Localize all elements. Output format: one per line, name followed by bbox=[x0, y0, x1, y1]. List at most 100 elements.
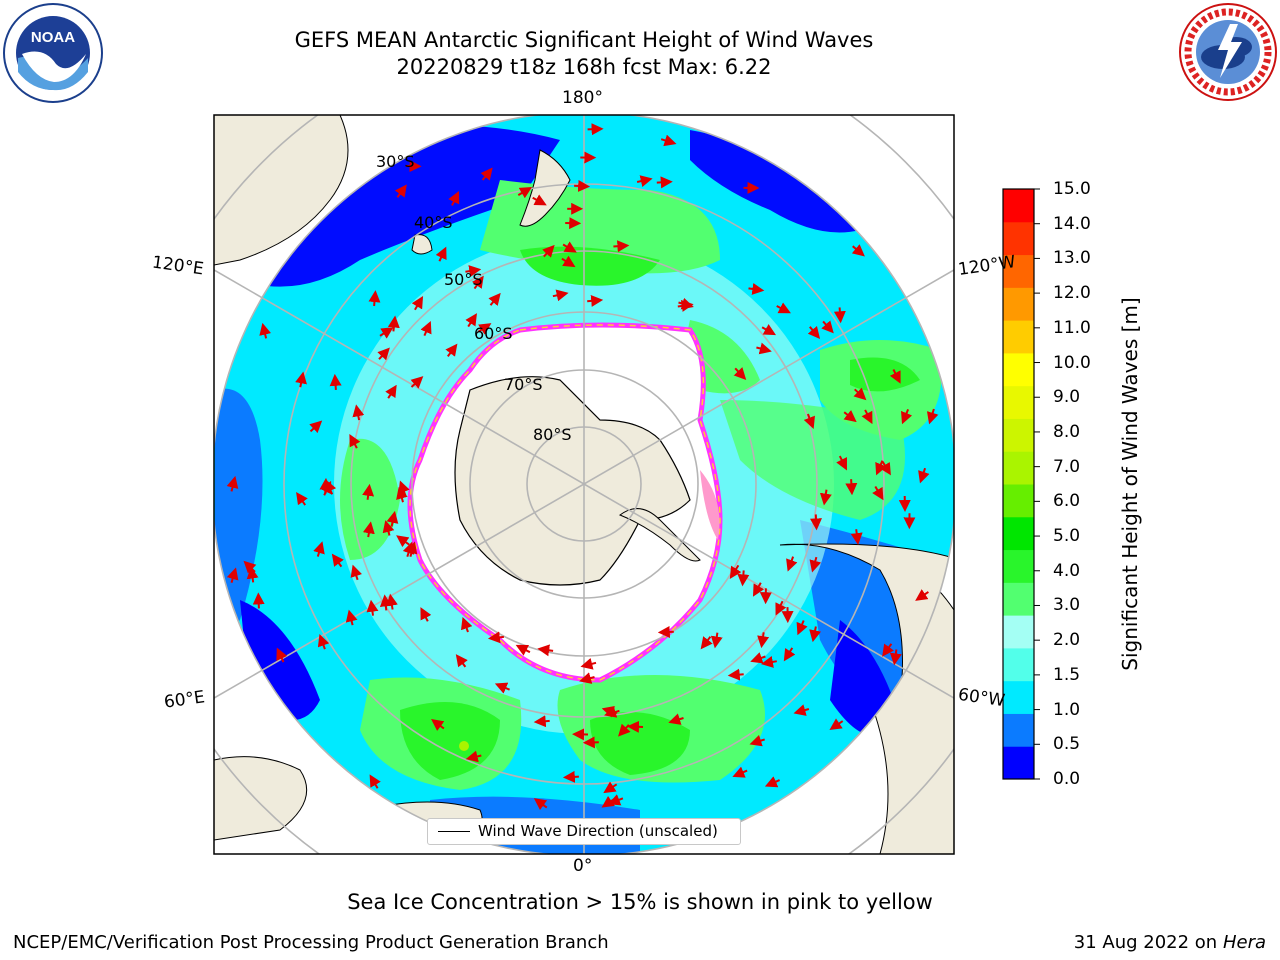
wind-wave-arrow bbox=[420, 321, 432, 337]
wind-direction-arrows bbox=[226, 123, 939, 811]
wind-wave-arrow bbox=[480, 167, 493, 181]
wind-wave-arrow bbox=[796, 620, 808, 636]
colorbar-swatch bbox=[1003, 451, 1034, 485]
wind-wave-arrow bbox=[918, 467, 930, 484]
map-frame bbox=[213, 114, 955, 855]
colorbar-tick-label: 1.5 bbox=[1053, 664, 1081, 685]
legend-line-swatch bbox=[438, 831, 470, 832]
colorbar-tick-label: 1.0 bbox=[1053, 699, 1081, 720]
wind-wave-arrow bbox=[636, 175, 653, 187]
wind-wave-arrow bbox=[382, 520, 395, 536]
wind-wave-arrow bbox=[889, 649, 902, 666]
wind-wave-arrow bbox=[317, 634, 330, 650]
colorbar-swatch bbox=[1003, 189, 1034, 223]
wind-wave-arrow bbox=[729, 564, 742, 579]
wind-wave-arrow bbox=[477, 323, 492, 335]
colorbar-swatch bbox=[1003, 385, 1034, 419]
wind-wave-arrow bbox=[410, 376, 424, 389]
wind-wave-arrow bbox=[836, 455, 847, 471]
wind-wave-arrow bbox=[369, 774, 381, 789]
wind-wave-arrow bbox=[760, 656, 777, 668]
colorbar-tick-label: 0.0 bbox=[1053, 769, 1081, 789]
colorbar-swatch bbox=[1003, 320, 1034, 354]
wind-wave-arrow bbox=[668, 713, 684, 725]
wind-wave-arrow bbox=[448, 191, 460, 206]
lon-label-180: 180° bbox=[562, 88, 603, 108]
wind-wave-arrow bbox=[295, 371, 307, 388]
wind-wave-arrow bbox=[487, 631, 505, 644]
wind-wave-arrow bbox=[850, 529, 863, 546]
sea-ice-footnote: Sea Ice Concentration > 15% is shown in … bbox=[347, 890, 933, 914]
wind-wave-arrow bbox=[460, 616, 473, 633]
run-date: 31 Aug 2022 on Hera bbox=[1074, 932, 1266, 953]
wind-wave-arrow bbox=[465, 265, 482, 278]
wind-wave-arrow bbox=[579, 672, 595, 684]
wind-wave-arrow bbox=[445, 343, 458, 357]
wind-wave-arrow bbox=[362, 521, 375, 538]
wind-wave-arrow bbox=[309, 420, 323, 434]
wind-wave-arrow bbox=[833, 307, 846, 324]
wind-wave-arrow bbox=[587, 294, 604, 307]
wind-wave-arrow bbox=[727, 668, 744, 681]
wind-wave-arrow bbox=[574, 179, 591, 192]
wind-wave-arrow bbox=[471, 275, 484, 290]
wind-wave-arrow bbox=[656, 176, 673, 189]
wind-wave-arrow bbox=[807, 325, 821, 339]
lon-label-0: 0° bbox=[573, 856, 593, 876]
wind-wave-arrow bbox=[533, 798, 548, 811]
wind-wave-arrow bbox=[226, 475, 239, 492]
wind-wave-arrow bbox=[331, 553, 344, 568]
wind-wave-arrow bbox=[710, 632, 723, 649]
nws-logo bbox=[1179, 3, 1277, 101]
wind-wave-arrow bbox=[732, 766, 748, 778]
colorbar-tick-label: 15.0 bbox=[1053, 179, 1091, 199]
wind-wave-arrow bbox=[608, 794, 624, 806]
wind-wave-arrow bbox=[562, 241, 577, 253]
wind-wave-arrow bbox=[345, 609, 358, 626]
lat-label-80s: 80°S bbox=[533, 425, 572, 444]
wind-wave-arrow bbox=[750, 652, 766, 664]
colorbar-swatch bbox=[1003, 221, 1034, 256]
colorbar-swatch bbox=[1003, 254, 1034, 288]
run-date-text: 31 Aug 2022 on bbox=[1073, 932, 1218, 953]
map-legend: Wind Wave Direction (unscaled) bbox=[427, 818, 741, 845]
wind-wave-arrow bbox=[783, 647, 796, 662]
wind-wave-arrow bbox=[809, 626, 821, 643]
noaa-logo: NOAA bbox=[3, 3, 103, 103]
colorbar-swatch bbox=[1003, 484, 1034, 518]
wind-wave-arrow bbox=[431, 719, 445, 731]
wind-wave-arrow bbox=[313, 541, 325, 557]
colorbar-swatch bbox=[1003, 615, 1034, 649]
wind-wave-arrow bbox=[517, 186, 533, 199]
wind-wave-arrow bbox=[786, 556, 798, 572]
colorbar-tick-label: 3.0 bbox=[1053, 595, 1081, 616]
colorbar-swatch bbox=[1003, 549, 1034, 583]
wind-wave-arrow bbox=[349, 434, 361, 449]
wind-wave-arrow bbox=[901, 409, 913, 425]
colorbar-swatch bbox=[1003, 352, 1034, 387]
wind-wave-arrow bbox=[488, 292, 501, 306]
lat-label-50s: 50°S bbox=[444, 270, 483, 289]
wind-wave-arrow bbox=[561, 255, 576, 268]
colorbar-swatch bbox=[1003, 418, 1034, 452]
chart-subtitle: 20220829 t18z 168h fcst Max: 6.22 bbox=[396, 55, 772, 79]
wind-wave-arrow bbox=[243, 560, 257, 574]
colorbar-swatch bbox=[1003, 516, 1034, 551]
colorbar-tick-label: 11.0 bbox=[1053, 317, 1091, 338]
wind-wave-arrow bbox=[793, 704, 810, 716]
wind-wave-arrow bbox=[915, 589, 929, 601]
wind-wave-arrow bbox=[829, 718, 844, 731]
wind-wave-arrow bbox=[368, 290, 381, 307]
wind-wave-arrow bbox=[861, 409, 873, 425]
svg-text:NOAA: NOAA bbox=[31, 29, 75, 46]
colorbar-swatch bbox=[1003, 713, 1034, 747]
wind-wave-arrow bbox=[810, 514, 822, 531]
wind-wave-arrow bbox=[319, 477, 332, 494]
wind-wave-arrow bbox=[737, 570, 750, 587]
wind-wave-arrow bbox=[379, 327, 394, 339]
colorbar-tick-label: 2.0 bbox=[1053, 630, 1081, 651]
wind-wave-arrow bbox=[757, 632, 770, 649]
wind-wave-arrow bbox=[465, 313, 477, 328]
colorbar-tick-label: 4.0 bbox=[1053, 560, 1081, 581]
wind-wave-arrow bbox=[552, 289, 569, 302]
